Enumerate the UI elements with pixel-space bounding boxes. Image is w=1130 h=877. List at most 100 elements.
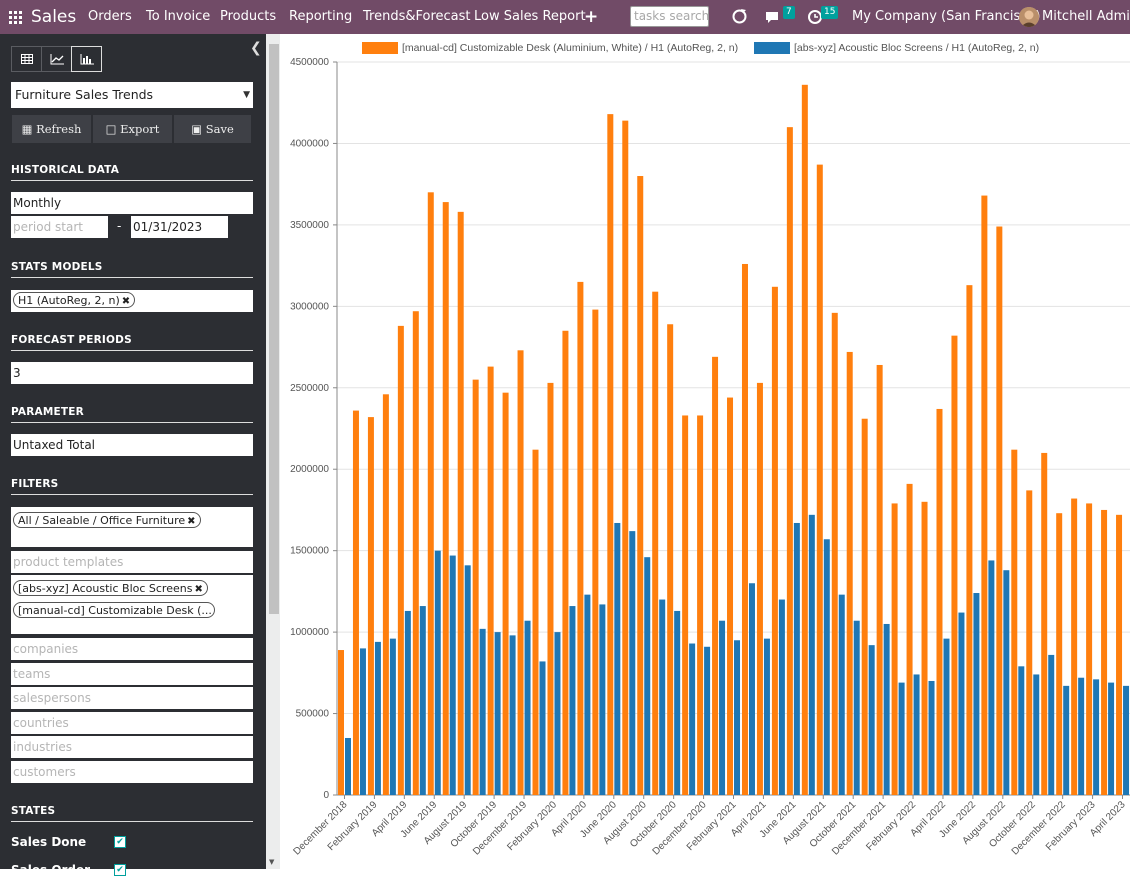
menu-low-sales-report[interactable]: Low Sales Report	[474, 9, 586, 24]
bar-orange[interactable]	[487, 366, 494, 795]
bar-orange[interactable]	[338, 650, 344, 795]
bar-blue[interactable]	[1108, 682, 1115, 795]
refresh-circle-icon[interactable]	[731, 0, 749, 34]
bar-blue[interactable]	[449, 555, 456, 795]
bar-blue[interactable]	[509, 635, 516, 795]
bar-orange[interactable]	[682, 415, 689, 795]
legend-label[interactable]: [abs-xyz] Acoustic Bloc Screens / H1 (Au…	[794, 42, 1039, 54]
bar-orange[interactable]	[1086, 503, 1093, 795]
products-filter-field[interactable]: [abs-xyz] Acoustic Bloc Screens ✖ [manual…	[11, 575, 253, 634]
bar-blue[interactable]	[1093, 679, 1100, 795]
bar-blue[interactable]	[704, 646, 711, 795]
bar-orange[interactable]	[367, 417, 374, 795]
bar-blue[interactable]	[913, 674, 920, 795]
menu-reporting[interactable]: Reporting	[289, 9, 353, 24]
bar-blue[interactable]	[1018, 666, 1025, 795]
bar-blue[interactable]	[808, 514, 815, 795]
legend-swatch-orange[interactable]	[362, 42, 398, 54]
bar-blue[interactable]	[644, 557, 651, 795]
granularity-field[interactable]: Monthly	[11, 192, 253, 214]
bar-orange[interactable]	[652, 291, 659, 795]
bar-orange[interactable]	[517, 350, 524, 795]
bar-orange[interactable]	[786, 127, 793, 795]
bar-orange[interactable]	[771, 286, 778, 795]
legend-swatch-blue[interactable]	[754, 42, 790, 54]
bar-orange[interactable]	[876, 364, 883, 795]
bar-orange[interactable]	[427, 192, 434, 796]
bar-orange[interactable]	[637, 176, 644, 795]
refresh-button[interactable]: ▦ Refresh	[12, 115, 91, 143]
scroll-down-icon[interactable]: ▼	[269, 858, 275, 866]
bar-orange[interactable]	[831, 312, 838, 795]
bar-orange[interactable]	[1026, 490, 1033, 795]
bar-chart-view-button[interactable]	[71, 46, 102, 72]
bar-blue[interactable]	[778, 599, 785, 795]
sidebar-scrollbar[interactable]: ▼	[266, 34, 280, 869]
bar-blue[interactable]	[1078, 677, 1085, 795]
remove-tag-icon[interactable]: ✖	[194, 584, 203, 595]
salespersons-field[interactable]: salespersons	[11, 687, 253, 709]
line-chart-view-button[interactable]	[41, 46, 72, 72]
bar-blue[interactable]	[898, 682, 905, 795]
bar-blue[interactable]	[614, 522, 621, 795]
period-end-field[interactable]: 01/31/2023	[131, 216, 228, 238]
bar-blue[interactable]	[539, 661, 546, 795]
export-button[interactable]: □ Export	[93, 115, 172, 143]
bar-blue[interactable]	[853, 620, 860, 795]
bar-blue[interactable]	[943, 638, 950, 795]
bar-orange[interactable]	[697, 415, 704, 795]
bar-orange[interactable]	[352, 410, 359, 795]
bar-blue[interactable]	[748, 583, 755, 795]
bar-blue[interactable]	[958, 612, 965, 795]
bar-orange[interactable]	[547, 382, 554, 795]
bar-blue[interactable]	[345, 737, 351, 795]
bar-blue[interactable]	[1063, 685, 1070, 795]
bar-blue[interactable]	[584, 594, 591, 795]
user-menu[interactable]: Mitchell Admin	[1042, 9, 1130, 24]
bar-orange[interactable]	[457, 211, 464, 795]
collapse-sidebar-icon[interactable]: ❮	[250, 40, 262, 56]
bar-orange[interactable]	[532, 449, 539, 795]
bar-orange[interactable]	[741, 263, 748, 795]
remove-tag-icon[interactable]: ✖	[187, 516, 196, 527]
bar-blue[interactable]	[1003, 570, 1010, 795]
bar-blue[interactable]	[988, 560, 995, 795]
bar-orange[interactable]	[966, 285, 973, 795]
bar-orange[interactable]	[382, 394, 389, 795]
bar-blue[interactable]	[734, 640, 741, 795]
bar-orange[interactable]	[891, 503, 898, 795]
bar-blue[interactable]	[554, 632, 561, 795]
bar-blue[interactable]	[883, 623, 890, 795]
bar-orange[interactable]	[1041, 452, 1048, 795]
bar-blue[interactable]	[1048, 654, 1055, 795]
bar-orange[interactable]	[472, 379, 479, 795]
countries-field[interactable]: countries	[11, 712, 253, 734]
table-view-button[interactable]	[11, 46, 42, 72]
bar-blue[interactable]	[659, 599, 666, 795]
bar-blue[interactable]	[674, 610, 681, 795]
period-start-field[interactable]: period start	[11, 216, 108, 238]
legend-label[interactable]: [manual-cd] Customizable Desk (Aluminium…	[402, 42, 738, 54]
bar-blue[interactable]	[599, 604, 606, 795]
save-button[interactable]: ▣ Save	[174, 115, 251, 143]
sales-done-checkbox[interactable]: ✔	[114, 836, 126, 848]
menu-orders[interactable]: Orders	[88, 9, 132, 24]
bar-blue[interactable]	[793, 522, 800, 795]
category-filter-field[interactable]: All / Saleable / Office Furniture ✖	[11, 507, 253, 547]
bar-blue[interactable]	[359, 648, 366, 795]
bar-orange[interactable]	[936, 408, 943, 795]
bar-orange[interactable]	[397, 325, 404, 795]
product-templates-field[interactable]: product templates	[11, 551, 253, 573]
app-title[interactable]: Sales	[31, 7, 77, 27]
bar-orange[interactable]	[996, 226, 1003, 796]
bar-orange[interactable]	[1071, 498, 1078, 795]
bar-blue[interactable]	[524, 620, 531, 795]
bar-blue[interactable]	[868, 645, 875, 795]
parameter-field[interactable]: Untaxed Total	[11, 434, 253, 456]
bar-orange[interactable]	[712, 356, 719, 795]
bar-blue[interactable]	[1033, 674, 1040, 795]
bar-blue[interactable]	[689, 643, 696, 795]
bar-blue[interactable]	[479, 628, 486, 795]
bar-orange[interactable]	[921, 501, 928, 795]
menu-trends-forecast[interactable]: Trends&Forecast	[363, 9, 471, 24]
